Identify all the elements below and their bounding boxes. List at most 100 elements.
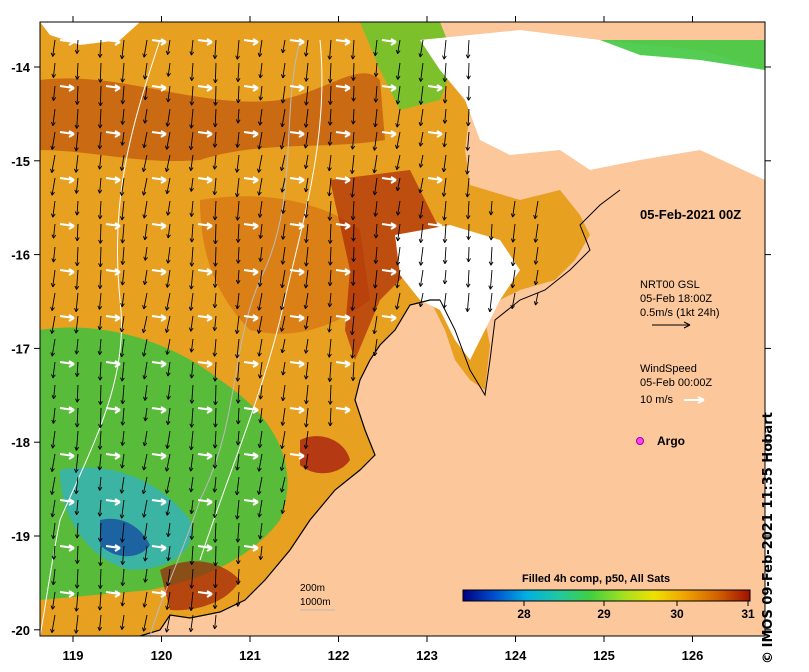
current-arrowhead [189, 187, 194, 192]
current-arrowhead [234, 192, 240, 198]
current-arrowhead [164, 306, 170, 311]
wind-arrowhead [298, 176, 305, 184]
current-arrow [490, 200, 493, 216]
current-arrowhead [51, 73, 57, 78]
current-arrow [305, 223, 309, 243]
current-arrowhead [97, 537, 103, 542]
current-arrow [75, 476, 79, 494]
wind-arrowhead [252, 498, 259, 506]
current-arrow [167, 223, 171, 239]
current-arrowhead [442, 304, 447, 309]
current-arrow [280, 292, 286, 311]
current-arrowhead [142, 466, 147, 471]
current-arrow [328, 177, 332, 197]
current-arrowhead [50, 444, 56, 449]
current-arrow [259, 85, 263, 101]
current-arrowhead [303, 304, 309, 310]
current-arrowhead [189, 584, 195, 589]
current-arrow [374, 39, 378, 56]
wind-arrowhead [390, 268, 397, 276]
current-arrow [237, 108, 240, 124]
current-arrowhead [165, 211, 171, 216]
current-arrowhead [235, 279, 241, 284]
current-arrow [237, 62, 240, 82]
current-arrow [75, 292, 79, 312]
current-arrowhead [50, 467, 55, 472]
current-arrowhead [120, 141, 125, 146]
current-arrow [534, 200, 539, 219]
wind-arrowhead [344, 406, 351, 414]
current-arrow [166, 315, 171, 333]
colorbar: Filled 4h comp, p50, All Sats 28 29 30 31 [462, 573, 755, 621]
current-arrowhead [188, 627, 194, 633]
current-arrowhead [328, 100, 333, 105]
current-arrowhead [120, 260, 126, 265]
current-arrowhead [235, 515, 240, 520]
current-arrowhead [350, 193, 355, 198]
current-arrow [214, 476, 217, 493]
current-arrow [304, 453, 309, 470]
current-arrowhead [533, 301, 539, 306]
current-arrowhead [212, 538, 218, 543]
current-arrowhead [350, 216, 356, 221]
current-arrow [489, 292, 493, 312]
current-arrow [143, 522, 148, 540]
current-arrowhead [257, 306, 262, 311]
current-arrow [512, 223, 516, 243]
current-arrowhead [257, 282, 263, 287]
current-arrow [167, 39, 171, 55]
current-arrow [121, 269, 125, 286]
current-arrow [373, 131, 378, 151]
wind-arrowhead [68, 590, 75, 598]
current-arrowhead [97, 124, 103, 129]
current-arrow [166, 476, 171, 494]
current-arrow [143, 39, 148, 58]
current-arrowhead [328, 261, 333, 266]
current-arrow [373, 315, 378, 334]
current-arrow [122, 545, 125, 565]
wind-arrowhead [298, 360, 305, 368]
current-arrowhead [143, 396, 148, 401]
current-arrow [76, 338, 79, 355]
current-arrow [99, 614, 102, 631]
current-arrowhead [119, 191, 125, 196]
current-arrowhead [164, 467, 170, 472]
current-arrow [281, 430, 286, 449]
current-arrowhead [280, 396, 286, 402]
cloud-mask-north [420, 30, 765, 180]
current-arrow [329, 85, 332, 105]
current-arrow [121, 499, 125, 519]
current-arrow [99, 154, 102, 170]
current-arrowhead [327, 377, 333, 382]
current-arrow [99, 338, 102, 355]
current-arrowhead [98, 239, 103, 244]
current-arrowhead [465, 215, 471, 220]
lat-tick-label: -18 [11, 435, 30, 450]
current-arrowhead [235, 305, 240, 310]
wind-arrowhead [160, 176, 167, 184]
colorbar-bar [462, 589, 751, 602]
current-arrow [51, 614, 56, 633]
current-arrow [305, 361, 309, 380]
current-arrowhead [235, 216, 241, 221]
current-arrow [397, 246, 401, 266]
current-arrowhead [257, 513, 262, 518]
current-arrow [534, 269, 539, 285]
current-arrow [281, 476, 286, 493]
wind-arrowhead [252, 222, 259, 230]
current-arrowhead [213, 423, 218, 428]
current-arrow [121, 361, 125, 382]
current-arrow [76, 407, 79, 428]
current-arrowhead [280, 188, 285, 193]
current-arrow [280, 453, 286, 471]
current-arrow [237, 545, 240, 564]
current-arrowhead [51, 374, 56, 379]
current-arrowhead [74, 468, 79, 473]
current-arrowhead [120, 100, 126, 105]
current-arrowhead [373, 51, 378, 57]
current-arrow [122, 246, 125, 265]
current-arrow [214, 568, 217, 588]
current-arrowhead [372, 307, 378, 312]
current-arrow [534, 223, 539, 243]
current-arrowhead [303, 123, 309, 128]
